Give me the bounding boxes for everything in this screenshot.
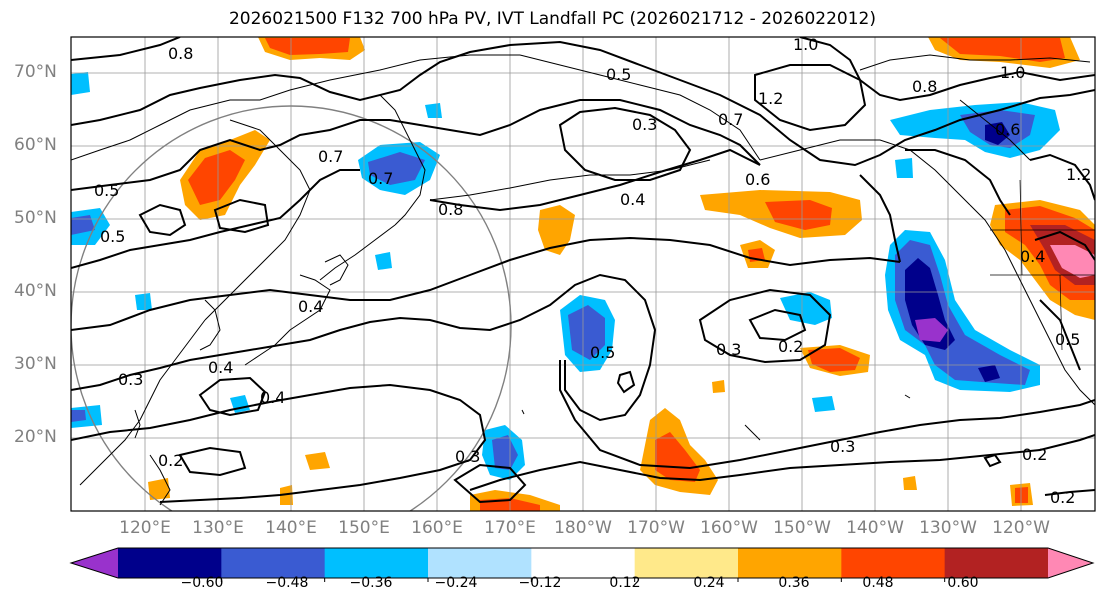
lon-label-140w: 140°W xyxy=(846,518,904,538)
lon-label-140e: 140°E xyxy=(265,518,317,538)
contour-label: 0.3 xyxy=(830,437,855,456)
contour-label: 1.2 xyxy=(1066,165,1091,184)
contour-label: 0.5 xyxy=(94,181,119,200)
contour-label: 0.8 xyxy=(438,200,463,219)
colorbar-bin xyxy=(221,548,326,578)
contour-label: 0.4 xyxy=(208,358,233,377)
colorbar-tick: −0.36 xyxy=(349,575,393,591)
contour-label: 0.3 xyxy=(632,115,657,134)
contour-label: 0.2 xyxy=(1022,445,1047,464)
colorbar-tick: −0.12 xyxy=(518,575,562,591)
lon-label-160w: 160°W xyxy=(700,518,758,538)
contour-label: 0.2 xyxy=(778,337,803,356)
contour-label: 0.3 xyxy=(118,370,143,389)
colorbar-tick: 0.48 xyxy=(862,575,894,591)
colorbar-bin xyxy=(841,548,946,578)
pv-contours xyxy=(71,37,1095,504)
contour-label: 0.7 xyxy=(718,110,743,129)
colorbar-tick: 0.24 xyxy=(693,575,725,591)
colorbar-bin xyxy=(944,548,1049,578)
lon-label-120w: 120°W xyxy=(992,518,1050,538)
contour-label: 0.4 xyxy=(1020,247,1045,266)
contour-label: 0.4 xyxy=(620,190,645,209)
contour-label: 0.6 xyxy=(745,170,770,189)
contour-label: 1.0 xyxy=(793,35,818,54)
colorbar-extend-low xyxy=(71,548,118,578)
contour-label: 0.7 xyxy=(318,147,343,166)
shaded-field xyxy=(71,37,1095,511)
map-frame xyxy=(70,36,1096,512)
lon-label-130w: 130°W xyxy=(919,518,977,538)
colorbar-tick: 0.60 xyxy=(947,575,979,591)
lon-label-180w: 180°W xyxy=(554,518,612,538)
colorbar-tick: 0.36 xyxy=(778,575,810,591)
map-title: 2026021500 F132 700 hPa PV, IVT Landfall… xyxy=(228,9,876,29)
contour-label: 0.3 xyxy=(716,340,741,359)
lon-label-160e: 160°E xyxy=(411,518,463,538)
contour-label: 0.5 xyxy=(1055,330,1080,349)
colorbar-tick: −0.48 xyxy=(265,575,309,591)
colorbar-bin xyxy=(428,548,532,578)
contour-label: 0.4 xyxy=(298,297,323,316)
contour-label: 0.2 xyxy=(1050,488,1075,507)
colorbar-tick: −0.60 xyxy=(180,575,224,591)
colorbar-bin xyxy=(324,548,429,578)
lon-label-130e: 130°E xyxy=(192,518,244,538)
contour-label: 0.5 xyxy=(100,227,125,246)
contour-label: 0.8 xyxy=(912,77,937,96)
contour-label: 1.2 xyxy=(758,89,783,108)
lat-label-70n: 70°N xyxy=(14,62,57,82)
lon-label-150w: 150°W xyxy=(773,518,831,538)
colorbar xyxy=(69,547,1095,582)
graticule xyxy=(71,37,1095,511)
lat-label-60n: 60°N xyxy=(14,135,57,155)
region-circle xyxy=(71,105,512,511)
lat-label-30n: 30°N xyxy=(14,354,57,374)
contour-label: 0.5 xyxy=(606,65,631,84)
lon-label-120e: 120°E xyxy=(119,518,171,538)
contour-label: 0.6 xyxy=(995,120,1020,139)
contour-labels: 0.8 1.0 0.5 0.3 0.7 1.2 0.8 0.6 1.0 1.2 … xyxy=(94,35,1091,507)
colorbar-bin xyxy=(738,548,842,578)
lat-label-20n: 20°N xyxy=(14,427,57,447)
contour-label: 0.3 xyxy=(455,447,480,466)
colorbar-tick: 0.12 xyxy=(609,575,641,591)
lon-label-170e: 170°E xyxy=(484,518,536,538)
lat-label-50n: 50°N xyxy=(14,208,57,228)
contour-label: 0.4 xyxy=(260,388,285,407)
map-area: 0.8 1.0 0.5 0.3 0.7 1.2 0.8 0.6 1.0 1.2 … xyxy=(71,35,1095,511)
lat-label-40n: 40°N xyxy=(14,281,57,301)
contour-label: 1.0 xyxy=(1000,63,1025,82)
contour-label: 0.2 xyxy=(158,451,183,470)
colorbar-bin xyxy=(634,548,739,578)
colorbar-bin xyxy=(531,548,636,578)
contour-label: 0.5 xyxy=(590,343,615,362)
lon-label-150e: 150°E xyxy=(338,518,390,538)
contour-label: 0.7 xyxy=(368,169,393,188)
colorbar-outline xyxy=(69,547,1095,579)
lon-label-170w: 170°W xyxy=(627,518,685,538)
colorbar-bin xyxy=(118,548,222,578)
colorbar-tick: −0.24 xyxy=(434,575,478,591)
colorbar-extend-high xyxy=(1048,548,1093,578)
contour-label: 0.8 xyxy=(168,44,193,63)
